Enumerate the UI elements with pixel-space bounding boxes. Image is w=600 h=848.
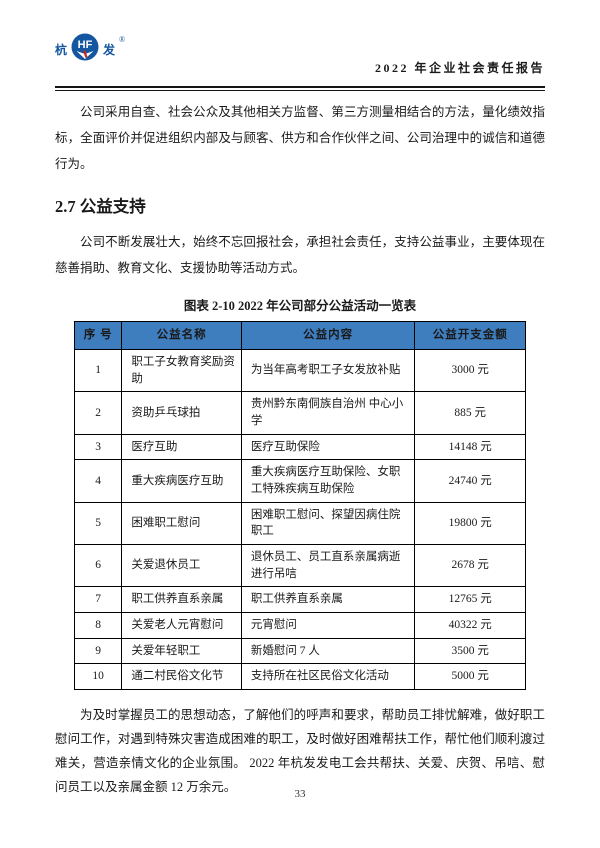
page-number: 33 bbox=[294, 788, 306, 800]
cell-name: 关爱年轻职工 bbox=[121, 637, 242, 665]
cell-content: 贵州黔东南侗族自治州 中心小学 bbox=[240, 391, 416, 435]
logo-right-char: 发 bbox=[103, 43, 116, 57]
table-row: 10 通二村民俗文化节 支持所在社区民俗文化活动 5000 元 bbox=[73, 663, 526, 691]
registered-trademark-icon: ® bbox=[119, 35, 126, 44]
cell-content: 重大疾病医疗互助保险、女职工特殊疾病互助保险 bbox=[240, 459, 416, 503]
table-caption: 图表 2-10 2022 年公司部分公益活动一览表 bbox=[183, 299, 417, 313]
cell-seq: 2 bbox=[73, 391, 123, 435]
cell-seq: 10 bbox=[73, 663, 123, 691]
table-row: 7 职工供养直系亲属 职工供养直系亲属 12765 元 bbox=[73, 586, 526, 614]
table-row: 8 关爱老人元宵慰问 元宵慰问 40322 元 bbox=[73, 612, 526, 639]
cell-content: 新婚慰问 7 人 bbox=[240, 637, 416, 665]
table-header-row: 序 号 公益名称 公益内容 公益开支金额 bbox=[73, 321, 526, 350]
cell-name: 资助乒乓球拍 bbox=[121, 391, 242, 435]
col-header-seq: 序 号 bbox=[73, 321, 123, 350]
cell-amount: 14148 元 bbox=[414, 433, 526, 461]
hf-emblem-icon: HF bbox=[70, 32, 100, 67]
cell-amount: 885 元 bbox=[414, 391, 526, 435]
cell-name: 重大疾病医疗互助 bbox=[121, 459, 242, 503]
paragraph-union-summary: 为及时掌握员工的思想动态，了解他们的呼声和要求，帮助员工排忧解难，做好职工慰问工… bbox=[55, 708, 545, 795]
cell-amount: 3000 元 bbox=[414, 348, 526, 393]
cell-name: 关爱退休员工 bbox=[121, 544, 242, 588]
cell-amount: 40322 元 bbox=[414, 612, 526, 639]
cell-name: 关爱老人元宵慰问 bbox=[121, 612, 242, 639]
cell-amount: 12765 元 bbox=[414, 586, 526, 614]
cell-content: 为当年高考职工子女发放补贴 bbox=[240, 348, 416, 393]
cell-name: 医疗互助 bbox=[121, 433, 242, 461]
cell-content: 职工供养直系亲属 bbox=[240, 586, 416, 614]
table-row: 3 医疗互助 医疗互助保险 14148 元 bbox=[73, 433, 526, 461]
table-row: 2 资助乒乓球拍 贵州黔东南侗族自治州 中心小学 885 元 bbox=[73, 391, 526, 435]
table-row: 1 职工子女教育奖励资助 为当年高考职工子女发放补贴 3000 元 bbox=[73, 348, 526, 393]
cell-content: 困难职工慰问、探望因病住院职工 bbox=[240, 501, 416, 546]
cell-content: 支持所在社区民俗文化活动 bbox=[240, 663, 416, 691]
table-row: 4 重大疾病医疗互助 重大疾病医疗互助保险、女职工特殊疾病互助保险 24740 元 bbox=[73, 459, 526, 503]
cell-name: 职工供养直系亲属 bbox=[121, 586, 242, 614]
cell-content: 医疗互助保险 bbox=[240, 433, 416, 461]
cell-seq: 4 bbox=[73, 459, 123, 503]
table-row: 5 困难职工慰问 困难职工慰问、探望因病住院职工 19800 元 bbox=[73, 501, 526, 546]
col-header-amount: 公益开支金额 bbox=[414, 321, 526, 350]
section-heading: 2.7 公益支持 bbox=[55, 197, 146, 216]
paragraph-governance: 公司采用自查、社会公众及其他相关方监督、第三方测量相结合的方法，量化绩效指标，全… bbox=[55, 105, 545, 171]
cell-seq: 5 bbox=[73, 501, 123, 546]
cell-name: 通二村民俗文化节 bbox=[121, 663, 242, 691]
cell-amount: 2678 元 bbox=[414, 544, 526, 588]
header-divider bbox=[55, 86, 545, 91]
col-header-content: 公益内容 bbox=[240, 321, 416, 350]
cell-seq: 3 bbox=[73, 433, 123, 461]
cell-name: 职工子女教育奖励资助 bbox=[121, 348, 242, 393]
cell-seq: 7 bbox=[73, 586, 123, 614]
cell-amount: 24740 元 bbox=[414, 459, 526, 503]
cell-amount: 3500 元 bbox=[414, 637, 526, 665]
svg-text:HF: HF bbox=[78, 39, 93, 51]
cell-content: 退休员工、员工直系亲属病逝进行吊唁 bbox=[240, 544, 416, 588]
cell-seq: 8 bbox=[73, 612, 123, 639]
cell-seq: 9 bbox=[73, 637, 123, 665]
logo-left-char: 杭 bbox=[55, 43, 68, 57]
table-body: 1 职工子女教育奖励资助 为当年高考职工子女发放补贴 3000 元 2 资助乒乓球拍 贵州黔… bbox=[73, 348, 526, 691]
table-row: 6 关爱退休员工 退休员工、员工直系亲属病逝进行吊唁 2678 元 bbox=[73, 544, 526, 588]
company-logo: 杭 HF 发 ® bbox=[55, 32, 126, 67]
cell-seq: 1 bbox=[73, 348, 123, 393]
report-title: 2022 年企业社会责任报告 bbox=[374, 61, 545, 75]
page-header: 杭 HF 发 ® 2022 年企业社会责任报告 bbox=[55, 30, 545, 78]
cell-content: 元宵慰问 bbox=[240, 612, 416, 639]
cell-amount: 5000 元 bbox=[414, 663, 526, 691]
cell-amount: 19800 元 bbox=[414, 501, 526, 546]
charity-activities-table: 序 号 公益名称 公益内容 公益开支金额 1 职工子女教育奖励资助 为当年高考职工子… bbox=[73, 321, 526, 691]
table-row: 9 关爱年轻职工 新婚慰问 7 人 3500 元 bbox=[73, 637, 526, 665]
paragraph-charity-intro: 公司不断发展壮大，始终不忘回报社会，承担社会责任，支持公益事业，主要体现在慈善捐… bbox=[55, 235, 545, 275]
cell-name: 困难职工慰问 bbox=[121, 501, 242, 546]
cell-seq: 6 bbox=[73, 544, 123, 588]
col-header-name: 公益名称 bbox=[121, 321, 242, 350]
